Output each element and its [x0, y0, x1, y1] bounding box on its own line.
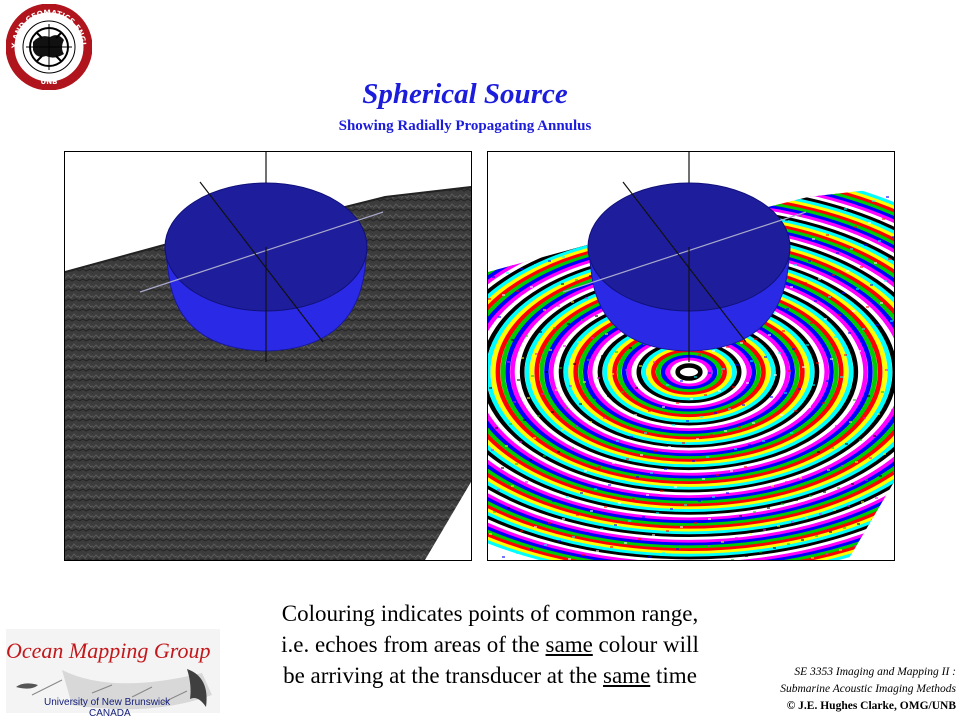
caption: Colouring indicates points of common ran…	[220, 598, 760, 691]
course-code: SE 3353 Imaging and Mapping II :	[794, 666, 956, 678]
ocean-mapping-group-logo	[2, 625, 224, 717]
caption-line-1: Colouring indicates points of common ran…	[281, 601, 699, 626]
course-name: Submarine Acoustic Imaging Methods	[780, 683, 956, 695]
grey-seafloor-image	[64, 151, 472, 561]
omg-country: CANADA	[89, 708, 131, 719]
right-spherical-source	[562, 152, 807, 362]
omg-name: Ocean Mapping Group	[6, 638, 211, 663]
left-spherical-source	[139, 152, 384, 362]
unb-seal-logo: GEODESY AND GEOMATICS ENGINEERING UNB	[3, 0, 93, 91]
slide-title: Spherical Source	[362, 78, 568, 110]
slide-subtitle: Showing Radially Propagating Annulus	[338, 118, 592, 134]
seal-bottom-text: UNB	[41, 78, 58, 86]
omg-university: University of New Brunswick	[44, 697, 171, 708]
range-coloured-seafloor-image	[487, 151, 895, 561]
copyright: © J.E. Hughes Clarke, OMG/UNB	[786, 700, 956, 712]
caption-line-3: be arriving at the transducer at the sam…	[283, 663, 697, 688]
caption-line-2: i.e. echoes from areas of the same colou…	[281, 632, 699, 657]
